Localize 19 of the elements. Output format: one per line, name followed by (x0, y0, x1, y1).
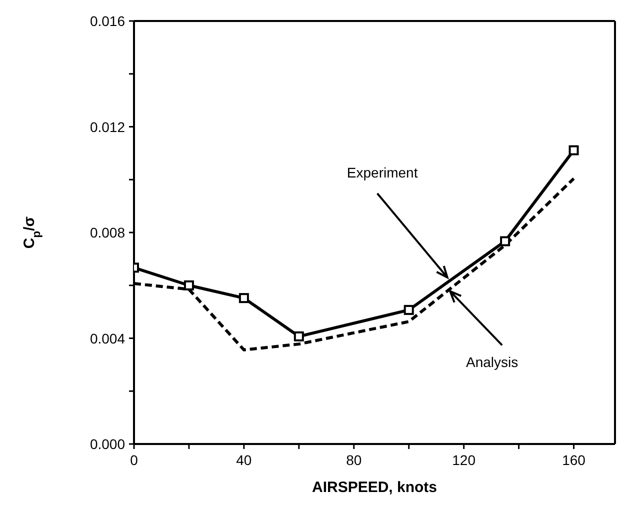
y-tick-label: 0.016 (90, 13, 126, 29)
x-tick-label: 0 (130, 452, 138, 468)
x-tick-label: 80 (346, 452, 362, 468)
point (568, 145, 579, 156)
y-tick-label: 0.004 (90, 330, 126, 346)
point (404, 304, 414, 315)
y-tick-label: 0.012 (90, 118, 126, 135)
point (184, 280, 194, 290)
x-tick-label: 120 (452, 452, 476, 468)
point (238, 293, 249, 304)
annotation: Analysis (466, 354, 518, 370)
point (500, 236, 510, 246)
x-tick-label: 160 (562, 452, 586, 468)
x-axis-title: AIRSPEED, knots (312, 479, 438, 496)
annotation: Experiment (346, 164, 418, 180)
y-tick-label: 0.008 (90, 224, 126, 240)
y-tick-label: 0.000 (90, 436, 126, 452)
x-tick-label: 40 (236, 452, 252, 468)
point (294, 331, 304, 342)
